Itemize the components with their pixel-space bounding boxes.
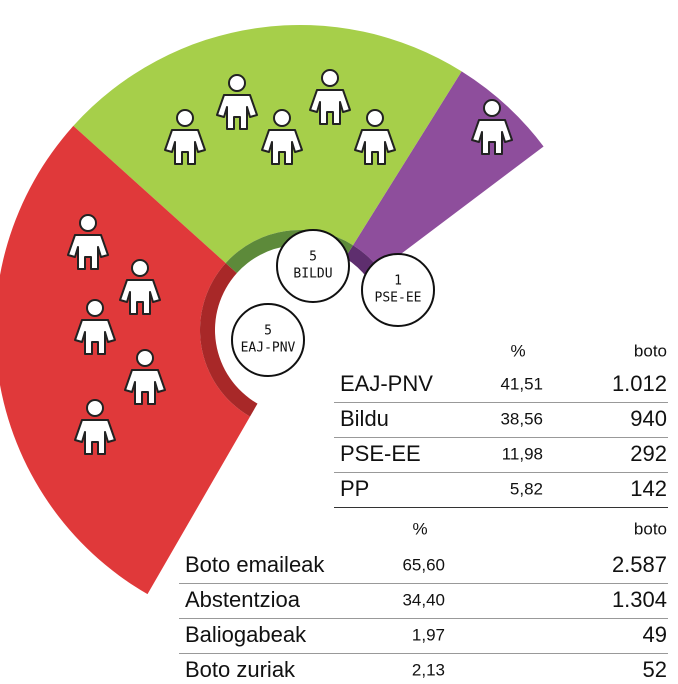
header-boto: boto <box>634 519 667 538</box>
row-percent: 5,82 <box>510 479 543 498</box>
row-percent: 11,98 <box>502 444 543 463</box>
row-label: Baliogabeak <box>185 622 307 647</box>
row-percent: 1,97 <box>412 625 445 644</box>
row-boto: 49 <box>643 622 667 647</box>
row-percent: 34,40 <box>402 590 445 609</box>
row-boto: 940 <box>630 406 667 431</box>
tables: % boto EAJ-PNV 41,51 1.012 Bildu 38,56 940 PSE-E… <box>179 341 668 684</box>
row-percent: 65,60 <box>402 555 445 574</box>
seat-count: 5 <box>309 250 317 265</box>
row-label: PP <box>340 476 369 501</box>
row-label: Boto zuriak <box>185 657 296 682</box>
row-boto: 292 <box>630 441 667 466</box>
row-boto: 1.012 <box>612 371 667 396</box>
infographic: 5 BILDU 1 PSE-EE 5 EAJ-PNV % boto EAJ-PNV 41,51 1… <box>0 0 678 684</box>
row-background <box>334 473 668 508</box>
seat-party: BILDU <box>293 267 332 282</box>
row-percent: 38,56 <box>500 409 543 428</box>
row-boto: 52 <box>643 657 667 682</box>
seat-party: EAJ-PNV <box>241 341 296 356</box>
row-label: EAJ-PNV <box>340 371 433 396</box>
row-boto: 1.304 <box>612 587 667 612</box>
row-percent: 41,51 <box>500 374 543 393</box>
seat-count: 5 <box>264 324 272 339</box>
header-percent: % <box>412 519 427 538</box>
seat-count: 1 <box>394 274 402 289</box>
header-boto: boto <box>634 341 667 360</box>
seat-party: PSE-EE <box>375 291 422 306</box>
row-percent: 2,13 <box>412 660 445 679</box>
row-label: PSE-EE <box>340 441 421 466</box>
row-boto: 2.587 <box>612 552 667 577</box>
row-boto: 142 <box>630 476 667 501</box>
row-label: Bildu <box>340 406 389 431</box>
header-percent: % <box>510 341 525 360</box>
row-label: Boto emaileak <box>185 552 325 577</box>
row-label: Abstentzioa <box>185 587 301 612</box>
